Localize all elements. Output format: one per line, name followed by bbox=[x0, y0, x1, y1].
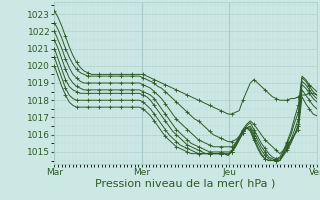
X-axis label: Pression niveau de la mer( hPa ): Pression niveau de la mer( hPa ) bbox=[95, 179, 276, 189]
